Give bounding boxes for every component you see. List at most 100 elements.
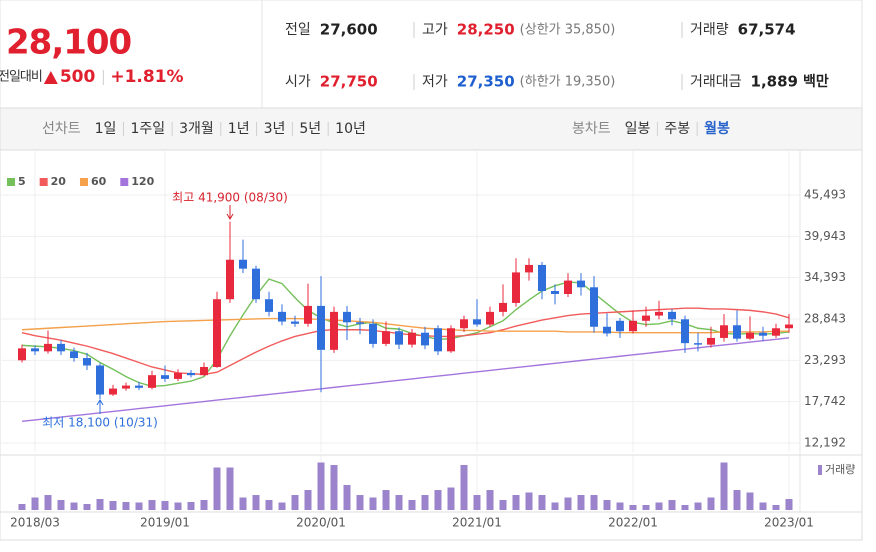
y-tick-label: 39,943	[804, 229, 846, 243]
candle-body	[746, 332, 754, 339]
candle-body	[538, 264, 546, 292]
legend-label: 60	[91, 175, 107, 188]
candle-body	[356, 322, 364, 324]
period-tab[interactable]: 10년	[335, 121, 366, 137]
volume-bar	[109, 501, 117, 510]
x-tick-label: 2023/01	[764, 516, 814, 530]
period-tab[interactable]: 주봉	[664, 121, 690, 137]
volume-bar	[512, 495, 520, 510]
legend-label: 거래량	[825, 463, 855, 476]
volume-bar	[525, 492, 533, 510]
volume-bar	[551, 502, 559, 510]
candle-body	[18, 348, 26, 361]
candle-body	[590, 287, 598, 327]
x-tick-label: 2019/01	[140, 516, 190, 530]
candle-body	[447, 328, 455, 352]
volume-bar	[538, 495, 546, 510]
candle-body	[213, 299, 221, 367]
volume-bar	[785, 499, 793, 510]
volume-bar	[317, 462, 325, 510]
x-tick-label: 2020/01	[296, 516, 346, 530]
candle-body	[83, 358, 91, 366]
tab-group-label: 선차트	[42, 121, 81, 137]
legend-label: 120	[131, 175, 154, 188]
candle-body	[70, 351, 78, 359]
moving-average-line	[21, 317, 789, 334]
stat-label: 저가	[422, 74, 448, 90]
volume-bar	[200, 500, 208, 510]
volume-bar	[31, 497, 39, 510]
tab-group-label: 봉차트	[572, 121, 611, 137]
volume-bar	[369, 497, 377, 510]
candle-body	[473, 319, 481, 325]
candle-body	[629, 320, 637, 332]
legend-swatch	[79, 178, 88, 186]
candle-body	[720, 325, 728, 338]
x-tick-label: 2018/03	[10, 516, 60, 530]
volume-bar	[252, 495, 260, 510]
plot-area	[18, 221, 793, 510]
max-arrow-head	[226, 213, 234, 220]
volume-bar	[694, 502, 702, 510]
volume-bar	[187, 502, 195, 510]
candle-body	[512, 272, 520, 303]
y-tick-label: 12,192	[804, 435, 846, 449]
candle-body	[265, 299, 273, 312]
volume-bar	[174, 502, 182, 510]
stat-value: 27,600	[320, 21, 378, 39]
legend-swatch	[7, 178, 15, 186]
candle-body	[460, 319, 468, 329]
volume-bar	[213, 467, 221, 510]
legend-swatch	[120, 178, 129, 186]
volume-bar	[460, 465, 468, 510]
volume-bar	[473, 495, 481, 510]
candle-body	[616, 320, 624, 332]
candle-body	[733, 325, 741, 339]
candle-body	[148, 375, 156, 388]
candle-body	[642, 315, 650, 321]
candle-body	[577, 280, 585, 288]
volume-bar	[135, 502, 143, 510]
volume-bar	[629, 505, 637, 510]
volume-bar	[291, 495, 299, 510]
candle-body	[772, 328, 780, 336]
candle-body	[317, 305, 325, 350]
period-tab[interactable]: 월봉	[704, 120, 730, 137]
period-tab[interactable]: 5년	[299, 121, 321, 137]
volume-bar	[395, 495, 403, 510]
candle-body	[304, 305, 312, 324]
period-tab[interactable]: 3년	[264, 121, 286, 137]
period-tab[interactable]: 1일	[95, 121, 117, 137]
volume-bar	[330, 465, 338, 510]
stat-value: 1,889	[751, 73, 798, 91]
current-price: 28,100	[6, 23, 132, 63]
candle-body	[252, 268, 260, 300]
stat-unit: 백만	[803, 74, 829, 90]
candle-body	[486, 311, 494, 325]
volume-bar	[772, 505, 780, 510]
period-tab[interactable]: 3개월	[179, 121, 214, 137]
candle-body	[161, 375, 169, 379]
stat-label: 전일	[285, 22, 311, 38]
candle-body	[31, 348, 39, 352]
stat-label: 거래량	[690, 22, 729, 38]
period-tab[interactable]: 1주일	[130, 121, 165, 137]
candle-body	[694, 343, 702, 345]
volume-bar	[239, 497, 247, 510]
candle-body	[226, 259, 234, 300]
volume-bar	[408, 500, 416, 510]
period-tab[interactable]: 1년	[228, 121, 250, 137]
candle-body	[135, 385, 143, 388]
volume-bar	[616, 502, 624, 510]
candle-body	[330, 311, 338, 350]
candle-body	[707, 337, 715, 345]
period-tab[interactable]: 일봉	[625, 121, 651, 137]
candle-body	[395, 331, 403, 345]
volume-bar	[44, 495, 52, 510]
volume-bar	[148, 500, 156, 510]
candle-body	[603, 326, 611, 334]
candle-body	[278, 311, 286, 322]
candle-body	[421, 332, 429, 346]
volume-bar	[486, 490, 494, 510]
